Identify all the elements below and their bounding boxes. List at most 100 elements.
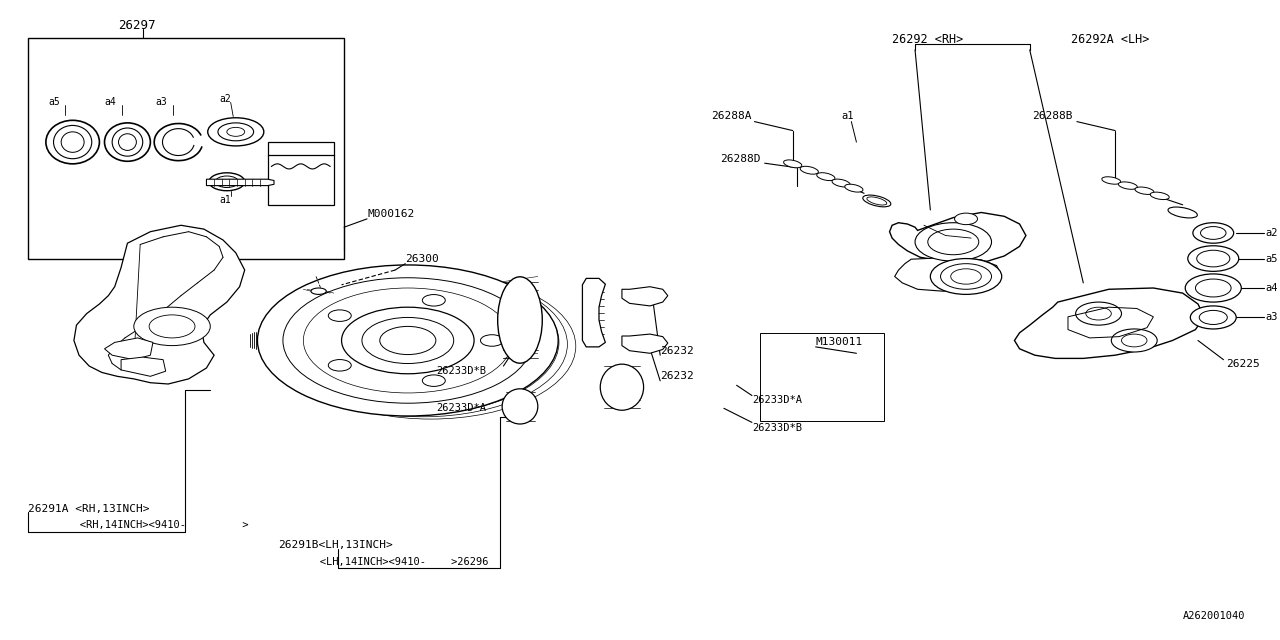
Text: 26292A <LH>: 26292A <LH> [1070, 33, 1149, 46]
Polygon shape [890, 212, 1027, 262]
Bar [28, 38, 344, 259]
Circle shape [1199, 310, 1228, 324]
Polygon shape [582, 278, 605, 347]
Circle shape [328, 310, 351, 321]
Circle shape [1193, 223, 1234, 243]
Ellipse shape [502, 389, 538, 424]
Text: 26288B: 26288B [1032, 111, 1073, 122]
Ellipse shape [800, 166, 818, 174]
Text: a4: a4 [1266, 283, 1277, 293]
Text: 26233D*A: 26233D*A [751, 395, 803, 405]
Circle shape [422, 294, 445, 306]
Ellipse shape [832, 179, 850, 187]
Ellipse shape [498, 277, 543, 364]
Text: a2: a2 [1266, 228, 1277, 238]
Text: a1: a1 [219, 195, 230, 205]
Text: a2: a2 [219, 94, 230, 104]
Ellipse shape [1151, 192, 1169, 200]
Circle shape [422, 375, 445, 387]
Polygon shape [105, 338, 152, 360]
Polygon shape [74, 225, 244, 384]
Text: a4: a4 [105, 97, 116, 108]
Text: 26291A <RH,13INCH>: 26291A <RH,13INCH> [28, 504, 150, 514]
Polygon shape [122, 357, 165, 376]
Ellipse shape [845, 184, 863, 192]
Circle shape [931, 259, 1002, 294]
Text: 26292 <RH>: 26292 <RH> [892, 33, 964, 46]
Circle shape [480, 335, 503, 346]
Polygon shape [622, 334, 668, 353]
Bar [268, 142, 334, 205]
Text: M000162: M000162 [367, 209, 415, 220]
Circle shape [342, 307, 474, 374]
Ellipse shape [54, 125, 92, 159]
Text: 26288D: 26288D [721, 154, 760, 164]
Circle shape [134, 307, 210, 346]
Circle shape [148, 315, 195, 338]
Circle shape [1197, 250, 1230, 267]
Text: a5: a5 [49, 97, 60, 108]
Circle shape [1201, 227, 1226, 239]
Text: 26232: 26232 [660, 346, 694, 356]
Circle shape [1075, 302, 1121, 325]
Text: 26225: 26225 [1226, 358, 1260, 369]
Circle shape [928, 229, 979, 255]
Ellipse shape [113, 128, 143, 156]
Ellipse shape [61, 132, 84, 152]
Ellipse shape [1119, 182, 1138, 189]
Circle shape [227, 127, 244, 136]
Circle shape [941, 264, 992, 289]
Text: a5: a5 [1266, 253, 1277, 264]
Ellipse shape [863, 195, 891, 207]
Text: a3: a3 [1266, 312, 1277, 323]
Text: a3: a3 [155, 97, 168, 108]
Ellipse shape [311, 288, 326, 294]
Polygon shape [206, 179, 274, 186]
Circle shape [915, 223, 992, 261]
Circle shape [1188, 246, 1239, 271]
Text: a1: a1 [841, 111, 854, 122]
Ellipse shape [817, 173, 835, 180]
Polygon shape [622, 287, 668, 306]
Ellipse shape [105, 123, 150, 161]
Circle shape [955, 213, 978, 225]
Text: 26300: 26300 [406, 254, 439, 264]
Text: <RH,14INCH><9410-         >: <RH,14INCH><9410- > [61, 520, 248, 530]
Circle shape [1196, 279, 1231, 297]
Text: 26232: 26232 [660, 371, 694, 381]
Circle shape [1121, 334, 1147, 347]
Circle shape [207, 118, 264, 146]
Text: A262001040: A262001040 [1183, 611, 1245, 621]
Ellipse shape [46, 120, 100, 164]
Text: M130011: M130011 [815, 337, 863, 348]
Circle shape [257, 265, 558, 416]
Circle shape [215, 176, 238, 188]
Circle shape [951, 269, 982, 284]
Circle shape [1190, 306, 1236, 329]
Bar [759, 333, 884, 421]
Circle shape [1085, 307, 1111, 320]
Polygon shape [895, 257, 1001, 291]
Ellipse shape [867, 197, 887, 205]
Circle shape [1111, 329, 1157, 352]
Polygon shape [1015, 288, 1204, 358]
Text: 26233D*B: 26233D*B [436, 366, 486, 376]
Ellipse shape [1169, 207, 1197, 218]
Text: <LH,14INCH><9410-    >26296: <LH,14INCH><9410- >26296 [301, 557, 488, 567]
Circle shape [308, 284, 329, 294]
Text: 26291B<LH,13INCH>: 26291B<LH,13INCH> [278, 540, 393, 550]
Text: 26297: 26297 [119, 19, 156, 32]
Text: 26233D*B: 26233D*B [751, 422, 803, 433]
Text: 26233D*A: 26233D*A [436, 403, 486, 413]
Circle shape [328, 360, 351, 371]
Circle shape [1185, 274, 1242, 302]
Ellipse shape [1135, 187, 1155, 195]
Circle shape [380, 326, 436, 355]
Ellipse shape [600, 364, 644, 410]
Circle shape [209, 173, 244, 191]
Ellipse shape [1102, 177, 1121, 184]
Text: 26288A: 26288A [712, 111, 751, 122]
Circle shape [218, 123, 253, 141]
Ellipse shape [119, 134, 137, 150]
Ellipse shape [783, 160, 801, 168]
